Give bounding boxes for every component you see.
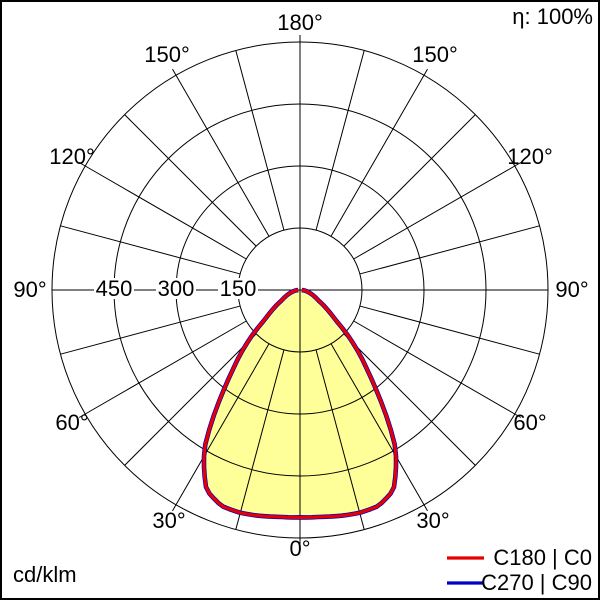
efficiency-value: η: 100%: [512, 4, 593, 29]
radial-label-300: 300: [158, 276, 195, 301]
curve-c180-c0: [202, 288, 398, 519]
legend: C180 | C0 C270 | C90: [447, 545, 592, 595]
angle-label-30-left: 30°: [152, 508, 185, 533]
angle-label-120-left: 120°: [49, 144, 95, 169]
angle-label-180: 180°: [277, 10, 323, 35]
radial-label-backgrounds: [94, 278, 258, 299]
angle-label-120-right: 120°: [507, 144, 553, 169]
radial-label-150: 150: [220, 276, 257, 301]
angle-label-90-left: 90°: [13, 277, 46, 302]
angle-label-60-right: 60°: [513, 410, 546, 435]
angle-label-150-right: 150°: [412, 42, 458, 67]
angle-label-90-right: 90°: [555, 277, 588, 302]
legend-label-c180-c0: C180 | C0: [493, 545, 592, 570]
angle-label-0: 0°: [289, 536, 310, 561]
angle-label-30-right: 30°: [416, 508, 449, 533]
legend-label-c270-c90: C270 | C90: [481, 570, 592, 595]
angle-label-60-left: 60°: [55, 410, 88, 435]
polar-grid: [51, 35, 549, 545]
unit-label: cd/klm: [13, 562, 77, 587]
radial-label-450: 450: [96, 276, 133, 301]
angle-label-150-left: 150°: [144, 42, 190, 67]
